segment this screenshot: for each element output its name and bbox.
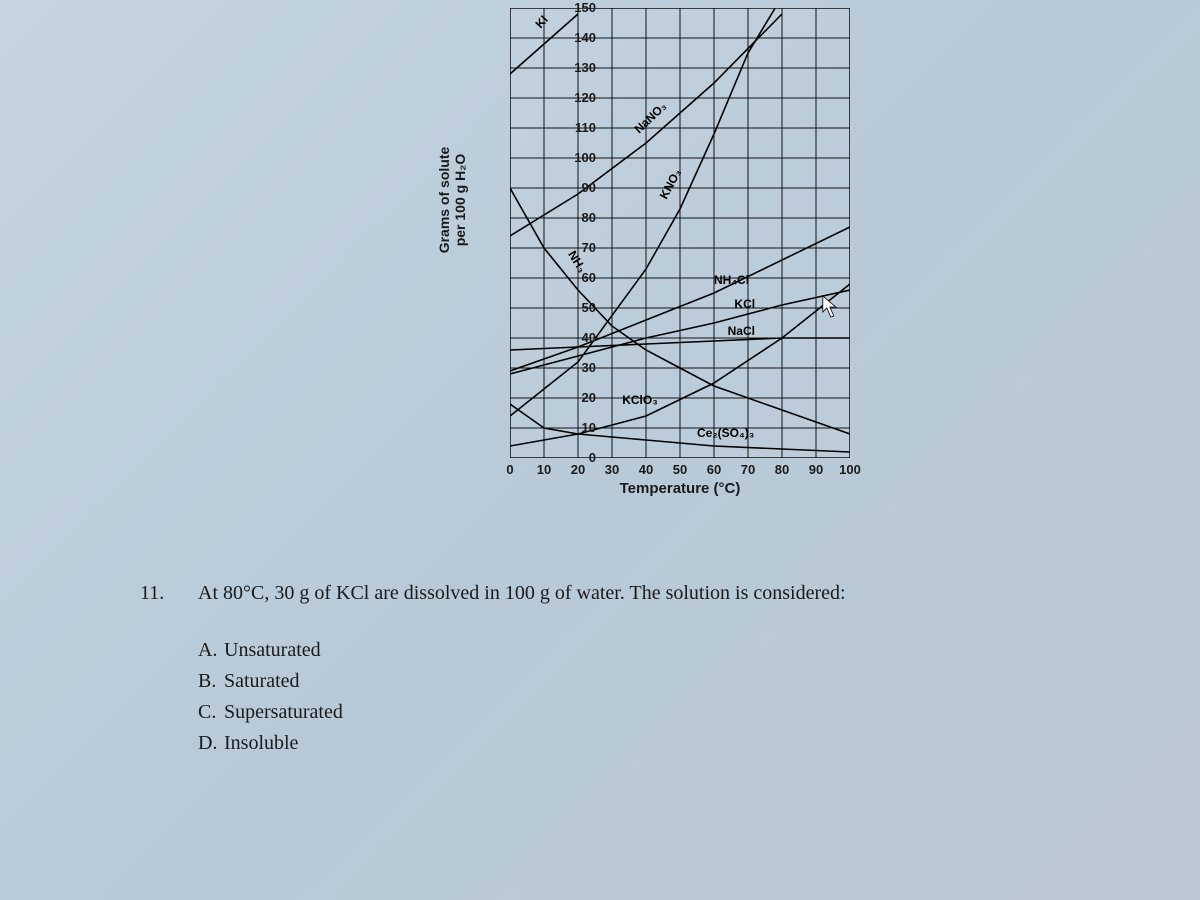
answer-choice[interactable]: C.Supersaturated [198,697,1000,728]
x-tick: 30 [600,462,624,477]
y-tick: 10 [556,420,596,435]
y-tick: 80 [556,210,596,225]
y-tick: 40 [556,330,596,345]
x-tick: 100 [838,462,862,477]
svg-text:KCl: KCl [734,297,755,311]
x-tick: 90 [804,462,828,477]
x-tick: 80 [770,462,794,477]
x-tick: 0 [498,462,522,477]
x-axis-label: Temperature (°C) [510,480,850,497]
answer-choices: A.UnsaturatedB.SaturatedC.Supersaturated… [198,635,1000,759]
x-tick: 60 [702,462,726,477]
y-tick: 30 [556,360,596,375]
answer-choice[interactable]: D.Insoluble [198,728,1000,759]
x-tick: 10 [532,462,556,477]
answer-choice[interactable]: A.Unsaturated [198,635,1000,666]
y-tick: 140 [556,30,596,45]
x-tick: 40 [634,462,658,477]
choice-text: Supersaturated [224,701,343,723]
svg-text:KI: KI [532,13,550,31]
choice-text: Unsaturated [224,639,321,661]
svg-text:NaCl: NaCl [728,324,755,338]
svg-text:Ce₂(SO₄)₃: Ce₂(SO₄)₃ [697,426,754,440]
question-text: At 80°C, 30 g of KCl are dissolved in 10… [198,580,1000,607]
answer-choice[interactable]: B.Saturated [198,666,1000,697]
y-tick: 90 [556,180,596,195]
y-tick: 100 [556,150,596,165]
x-tick: 20 [566,462,590,477]
choice-text: Saturated [224,670,300,692]
svg-text:KClO₃: KClO₃ [622,393,658,407]
y-tick: 120 [556,90,596,105]
choice-text: Insoluble [224,732,298,754]
svg-text:NH₄Cl: NH₄Cl [714,273,749,287]
y-tick: 60 [556,270,596,285]
y-tick: 50 [556,300,596,315]
y-tick: 20 [556,390,596,405]
question-block: 11. At 80°C, 30 g of KCl are dissolved i… [180,580,1000,759]
y-tick: 70 [556,240,596,255]
choice-letter: A. [198,635,224,666]
x-tick: 50 [668,462,692,477]
choice-letter: B. [198,666,224,697]
svg-text:NaNO₃: NaNO₃ [632,99,670,136]
x-tick: 70 [736,462,760,477]
page: Grams of solute per 100 g H₂O KINaNO₃KNO… [0,0,1200,900]
y-axis-label-line2: per 100 g H₂O [452,120,468,280]
choice-letter: C. [198,697,224,728]
y-tick: 110 [556,120,596,135]
y-tick: 130 [556,60,596,75]
choice-letter: D. [198,728,224,759]
y-tick: 150 [556,0,596,15]
y-axis-label-line1: Grams of solute [436,120,452,280]
solubility-chart: Grams of solute per 100 g H₂O KINaNO₃KNO… [460,0,890,500]
question-number: 11. [140,580,164,607]
